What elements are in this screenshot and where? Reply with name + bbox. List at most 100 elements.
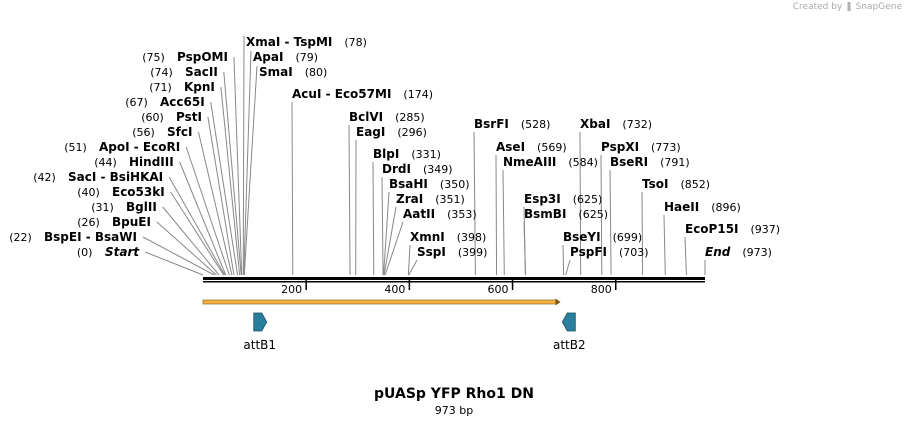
site-acui[interactable]: AcuI - Eco57MI (174) — [292, 87, 433, 101]
site-name: BseYI — [563, 230, 601, 244]
site-name: SacII — [185, 65, 218, 79]
site-xbai[interactable]: XbaI (732) — [580, 117, 652, 131]
site-connector — [168, 176, 226, 276]
site-position: (331) — [411, 148, 441, 161]
site-nmeaiii[interactable]: NmeAIII (584) — [503, 155, 598, 169]
tick-label: 800 — [591, 283, 612, 296]
site-name: Start — [105, 245, 140, 259]
site-position: (699) — [613, 231, 643, 244]
site-position: (852) — [680, 178, 710, 191]
site-eagi[interactable]: EagI (296) — [356, 125, 427, 139]
site-position: (584) — [568, 156, 598, 169]
site-position: (42) — [33, 171, 56, 184]
site-position: (44) — [94, 156, 117, 169]
site-name: Acc65I — [160, 95, 205, 109]
site-name: HaeII — [664, 200, 699, 214]
site-name: SmaI — [259, 65, 293, 79]
site-connector — [407, 244, 411, 276]
orf-arrowhead — [555, 298, 561, 306]
site-zrai[interactable]: ZraI (351) — [396, 192, 465, 206]
site-aatii[interactable]: AatII (353) — [403, 207, 477, 221]
site-apai[interactable]: ApaI (79) — [253, 50, 318, 64]
site-position: (349) — [423, 163, 453, 176]
site-connector — [243, 65, 258, 276]
site-position: (296) — [397, 126, 427, 139]
site-connector — [291, 101, 294, 276]
site-end[interactable]: End (973) — [705, 245, 772, 259]
site-position: (625) — [578, 208, 608, 221]
site-connector — [348, 124, 351, 276]
feature-attb2[interactable]: attB2 — [553, 312, 586, 352]
site-connector — [523, 221, 526, 276]
site-connector — [609, 169, 612, 276]
site-connector — [383, 206, 397, 276]
site-position: (0) — [77, 246, 93, 259]
site-saci[interactable]: SacI - BsiHKAI (42) — [33, 170, 163, 184]
site-connector — [579, 131, 582, 276]
site-name: TsoI — [642, 177, 668, 191]
site-xmni[interactable]: XmnI (398) — [410, 230, 486, 244]
site-bclvi[interactable]: BclVI (285) — [349, 110, 425, 124]
site-position: (31) — [91, 201, 114, 214]
site-name: BlpI — [373, 147, 399, 161]
site-name: EagI — [356, 125, 385, 139]
site-position: (75) — [142, 51, 165, 64]
site-pspxi[interactable]: PspXI (773) — [601, 140, 681, 154]
feature-attb1[interactable]: attB1 — [243, 312, 276, 352]
site-bspei[interactable]: BspEI - BsaWI (22) — [9, 230, 137, 244]
site-name: BglII — [126, 200, 157, 214]
snapgene-logo-icon: ❚ — [845, 2, 853, 12]
site-start[interactable]: Start (0) — [77, 245, 140, 259]
site-bseyi[interactable]: BseYI (699) — [563, 230, 642, 244]
site-blpi[interactable]: BlpI (331) — [373, 147, 441, 161]
site-bseri[interactable]: BseRI (791) — [610, 155, 690, 169]
site-pspfi[interactable]: PspFI (703) — [570, 245, 649, 259]
site-connector — [185, 146, 230, 276]
site-name: KpnI — [184, 80, 215, 94]
site-connector — [381, 176, 384, 276]
site-haeii[interactable]: HaeII (896) — [664, 200, 741, 214]
site-position: (398) — [457, 231, 487, 244]
site-bsrfi[interactable]: BsrFI (528) — [474, 117, 550, 131]
site-drdi[interactable]: DrdI (349) — [382, 162, 453, 176]
feature-label: attB2 — [553, 338, 586, 352]
attribution: Created by ❚ SnapGene — [793, 2, 902, 12]
site-smai[interactable]: SmaI (80) — [259, 65, 327, 79]
site-position: (78) — [344, 36, 367, 49]
site-name: End — [705, 245, 731, 259]
site-bglii[interactable]: BglII (31) — [91, 200, 157, 214]
site-sacii[interactable]: SacII (74) — [150, 65, 218, 79]
site-name: BpuEI — [112, 215, 151, 229]
site-connector — [233, 56, 243, 276]
backbone: 200 400 600 800 — [203, 277, 705, 296]
site-acc65i[interactable]: Acc65I (67) — [125, 95, 204, 109]
site-position: (40) — [77, 186, 100, 199]
site-position: (732) — [622, 118, 652, 131]
site-connector — [223, 71, 242, 276]
site-sspi[interactable]: SspI (399) — [417, 245, 487, 259]
site-esp3i[interactable]: Esp3I (625) — [524, 192, 602, 206]
site-position: (71) — [149, 81, 172, 94]
site-position: (285) — [395, 111, 425, 124]
site-connector — [684, 236, 687, 276]
site-kpni[interactable]: KpnI (71) — [149, 80, 215, 94]
site-hindiii[interactable]: HindIII (44) — [94, 155, 173, 169]
site-apoi[interactable]: ApoI - EcoRI (51) — [64, 140, 180, 154]
site-tsoi[interactable]: TsoI (852) — [642, 177, 710, 191]
site-pspomi[interactable]: PspOMI (75) — [142, 50, 228, 64]
site-asei[interactable]: AseI (569) — [496, 140, 567, 154]
site-psti[interactable]: PstI (60) — [141, 110, 202, 124]
site-xmai[interactable]: XmaI - TspMI (78) — [246, 35, 367, 49]
tick-label: 200 — [281, 283, 302, 296]
site-bsahi[interactable]: BsaHI (350) — [389, 177, 470, 191]
orf-bar[interactable] — [202, 299, 557, 305]
site-sfci[interactable]: SfcI (56) — [132, 125, 192, 139]
site-name: AcuI - Eco57MI — [292, 87, 391, 101]
site-position: (773) — [651, 141, 681, 154]
site-ecop15i[interactable]: EcoP15I (937) — [685, 222, 780, 236]
site-eco53ki[interactable]: Eco53kI (40) — [77, 185, 165, 199]
site-name: ApoI - EcoRI — [99, 140, 180, 154]
site-bsmbi[interactable]: BsmBI (625) — [524, 207, 608, 221]
site-bpuei[interactable]: BpuEI (26) — [77, 215, 151, 229]
